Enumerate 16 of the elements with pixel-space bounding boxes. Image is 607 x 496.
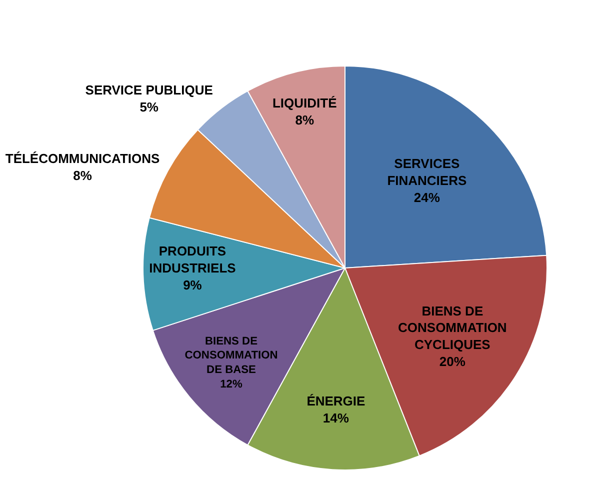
data-label: 20% xyxy=(439,354,466,370)
data-label: 8% xyxy=(295,112,314,128)
data-label: 8% xyxy=(73,168,92,183)
slice-label: TÉLÉCOMMUNICATIONS xyxy=(5,151,160,166)
data-label: 14% xyxy=(322,410,350,426)
slice-label: SERVICE PUBLIQUE xyxy=(85,82,214,98)
data-label: 12% xyxy=(220,378,242,391)
slice-label: ÉNERGIE xyxy=(306,393,366,408)
data-label: 24% xyxy=(414,190,440,205)
slice-label: BIENS DE CONSOMMATION CYCLIQUES xyxy=(398,303,507,352)
slice-label: BIENS DE CONSOMMATION DE BASE xyxy=(184,335,278,376)
data-label: 5% xyxy=(140,99,159,114)
data-label: 9% xyxy=(183,277,202,292)
slice-label: LIQUIDITÉ xyxy=(272,95,338,110)
slice-label: PRODUITS INDUSTRIELS xyxy=(149,244,236,276)
slice-label: SERVICES FINANCIERS xyxy=(387,156,467,188)
